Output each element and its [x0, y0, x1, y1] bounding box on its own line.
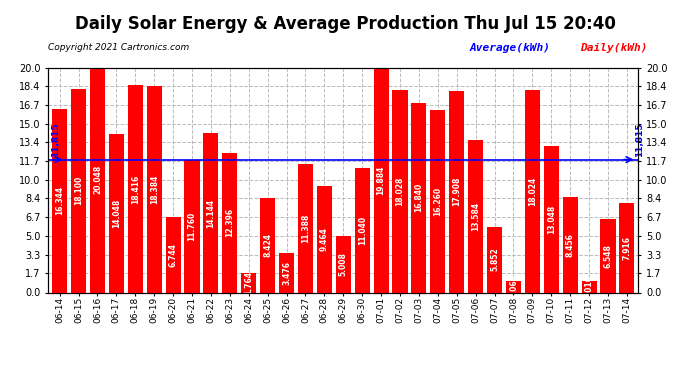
Text: 19.884: 19.884: [377, 166, 386, 195]
Text: 7.916: 7.916: [622, 236, 631, 260]
Text: 11,815: 11,815: [51, 123, 60, 158]
Bar: [90, 67, 105, 292]
Bar: [336, 236, 351, 292]
Bar: [317, 186, 332, 292]
Bar: [222, 153, 237, 292]
Text: 12.396: 12.396: [226, 208, 235, 237]
Text: Copyright 2021 Cartronics.com: Copyright 2021 Cartronics.com: [48, 43, 190, 52]
Bar: [260, 198, 275, 292]
Text: 5.008: 5.008: [339, 252, 348, 276]
Bar: [393, 90, 408, 292]
Text: 11,815: 11,815: [635, 123, 644, 158]
Bar: [241, 273, 256, 292]
Bar: [373, 69, 388, 292]
Bar: [468, 140, 483, 292]
Bar: [562, 197, 578, 292]
Text: 16.840: 16.840: [415, 183, 424, 212]
Text: 14.048: 14.048: [112, 199, 121, 228]
Text: 14.144: 14.144: [206, 198, 215, 228]
Text: 18.028: 18.028: [395, 176, 404, 206]
Text: 8.424: 8.424: [263, 233, 272, 257]
Bar: [109, 135, 124, 292]
Text: Average(kWh): Average(kWh): [469, 43, 550, 53]
Text: 1.764: 1.764: [244, 271, 253, 295]
Bar: [204, 134, 219, 292]
Text: 1.016: 1.016: [584, 275, 593, 299]
Text: 5.852: 5.852: [490, 248, 499, 272]
Text: 1.060: 1.060: [509, 274, 518, 298]
Text: 18.100: 18.100: [74, 176, 83, 206]
Text: Daily(kWh): Daily(kWh): [580, 43, 647, 53]
Bar: [620, 204, 635, 292]
Text: 18.384: 18.384: [150, 174, 159, 204]
Bar: [52, 109, 67, 292]
Bar: [411, 103, 426, 292]
Text: 11.760: 11.760: [188, 212, 197, 241]
Text: 6.548: 6.548: [604, 244, 613, 268]
Bar: [600, 219, 615, 292]
Text: 11.040: 11.040: [357, 216, 366, 245]
Text: 9.464: 9.464: [320, 227, 329, 251]
Text: 17.908: 17.908: [452, 177, 461, 207]
Text: 18.416: 18.416: [131, 174, 140, 204]
Text: 20.048: 20.048: [93, 165, 102, 194]
Text: 16.260: 16.260: [433, 186, 442, 216]
Bar: [298, 164, 313, 292]
Bar: [506, 280, 521, 292]
Bar: [184, 160, 199, 292]
Text: 13.584: 13.584: [471, 201, 480, 231]
Text: 8.456: 8.456: [566, 233, 575, 257]
Bar: [71, 89, 86, 292]
Bar: [544, 146, 559, 292]
Text: 3.476: 3.476: [282, 261, 291, 285]
Bar: [146, 86, 161, 292]
Bar: [355, 168, 370, 292]
Bar: [525, 90, 540, 292]
Text: 6.744: 6.744: [168, 243, 177, 267]
Text: 18.024: 18.024: [528, 177, 537, 206]
Text: 13.048: 13.048: [546, 204, 555, 234]
Text: 11.388: 11.388: [301, 214, 310, 243]
Bar: [487, 226, 502, 292]
Bar: [431, 110, 445, 292]
Bar: [582, 281, 597, 292]
Text: 16.344: 16.344: [55, 186, 64, 215]
Bar: [128, 86, 143, 292]
Bar: [449, 91, 464, 292]
Bar: [166, 217, 181, 292]
Text: Daily Solar Energy & Average Production Thu Jul 15 20:40: Daily Solar Energy & Average Production …: [75, 15, 615, 33]
Bar: [279, 254, 294, 292]
